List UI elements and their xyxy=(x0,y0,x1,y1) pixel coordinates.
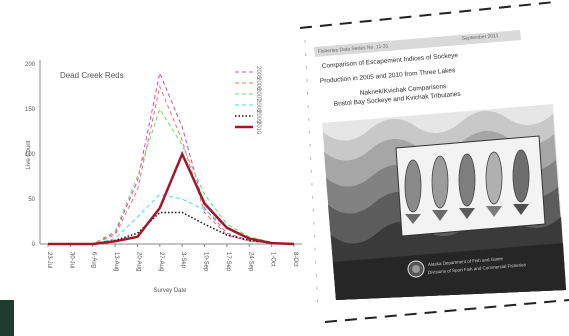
report-cover: Fisheries Data Series No. 11-31 Septembe… xyxy=(299,1,569,323)
dark-side-tab xyxy=(0,300,14,336)
x-tick-label: 24-Sep xyxy=(247,252,253,272)
x-tick-label: 6-Aug xyxy=(91,252,97,268)
cover-series-label: Fisheries Data Series No. 11-31 xyxy=(318,43,389,55)
legend-label-2006: 2006 xyxy=(255,77,261,91)
escapement-line-chart: Dead Creek Reds Live Count Survey Date 0… xyxy=(25,60,302,294)
cover-header-band xyxy=(314,30,521,57)
fish-illustration-panel xyxy=(395,135,546,237)
y-tick-label: 150 xyxy=(25,107,36,113)
series-line-2010 xyxy=(48,150,295,246)
y-tick-label: 100 xyxy=(25,152,36,158)
series-line-2006 xyxy=(48,84,295,245)
chart-title: Dead Creek Reds xyxy=(60,71,124,80)
fish-illustration-1 xyxy=(404,159,422,224)
fish-illustration-5 xyxy=(512,149,530,215)
x-axis-label: Survey Date xyxy=(153,288,187,294)
x-tick-label: 3-Sep xyxy=(180,252,186,269)
x-tick-label: 27-Aug xyxy=(158,252,164,271)
top-dash-rule xyxy=(299,1,556,29)
x-tick-label: 13-Aug xyxy=(113,252,119,271)
left-dash-rule xyxy=(304,39,319,311)
y-axis-label: Live Count xyxy=(26,140,32,169)
legend-label-2010: 2010 xyxy=(255,121,261,135)
bottom-dash-rule xyxy=(324,299,569,323)
fish-illustration-4 xyxy=(485,151,503,217)
legend-label-2008: 2008 xyxy=(255,99,261,113)
cover-footer-line-1: Alaska Department of Fish and Game xyxy=(428,256,504,267)
x-tick-label: 1-Oct xyxy=(270,252,276,267)
series-line-2009 xyxy=(48,211,295,245)
cover-date-label: September 2011 xyxy=(462,33,499,42)
y-tick-label: 0 xyxy=(32,242,36,248)
cover-title-line-2: Production in 2005 and 2010 from Three L… xyxy=(320,67,457,85)
fish-illustration-2 xyxy=(431,155,449,221)
x-tick-label: 20-Aug xyxy=(135,252,141,271)
y-tick-label: 50 xyxy=(28,197,35,203)
legend-label-2009: 2009 xyxy=(255,110,261,124)
x-tick-label: 23-Jul xyxy=(46,252,52,268)
x-tick-label: 17-Sep xyxy=(225,252,231,272)
y-tick-label: 200 xyxy=(25,62,36,68)
series-line-2007 xyxy=(48,107,295,245)
x-tick-label: 30-Jul xyxy=(68,252,74,268)
x-tick-label: 8-Oct xyxy=(292,252,298,267)
legend-label-2007: 2007 xyxy=(255,88,261,102)
agency-logo xyxy=(407,260,425,278)
legend-label-2005: 2005 xyxy=(255,66,261,80)
series-line-2008 xyxy=(48,193,295,245)
x-tick-label: 10-Sep xyxy=(203,252,209,272)
fish-illustration-3 xyxy=(458,153,476,219)
